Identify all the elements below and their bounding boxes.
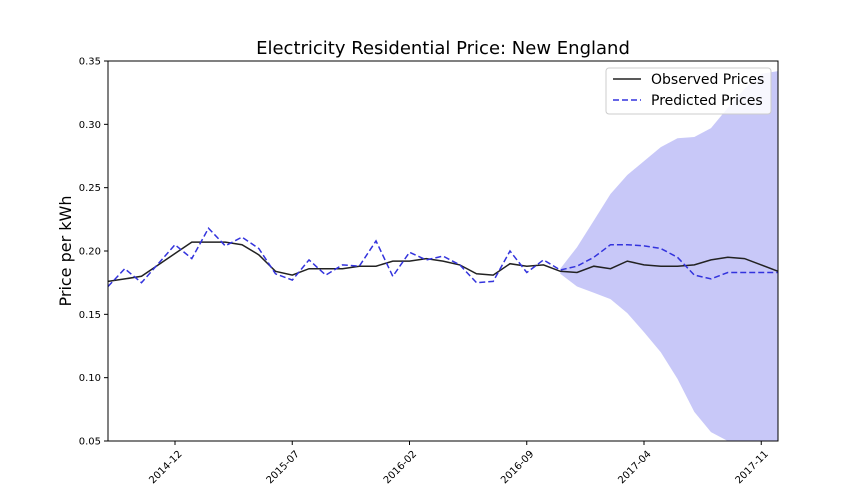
legend-label-observed: Observed Prices [651, 72, 764, 88]
y-tick-label: 0.25 [79, 183, 101, 194]
legend-box [605, 67, 772, 115]
legend: Observed Prices Predicted Prices [605, 67, 772, 115]
y-axis: 0.05 0.10 0.15 0.20 0.25 0.30 0.35 [79, 57, 108, 448]
legend-label-predicted: Predicted Prices [651, 93, 763, 109]
confidence-band [560, 71, 778, 441]
predicted-prices-line [108, 226, 778, 288]
chart-title: Electricity Residential Price: New Engla… [256, 38, 630, 59]
y-tick-label: 0.20 [79, 247, 101, 258]
confidence-band-group [560, 71, 778, 441]
y-tick-label: 0.35 [79, 57, 101, 68]
series-lines-group [108, 226, 778, 288]
y-tick-label: 0.10 [79, 373, 101, 384]
y-axis-label: Price per kWh [56, 195, 75, 306]
plot-area [107, 60, 779, 442]
observed-prices-line [108, 241, 778, 283]
y-tick-label: 0.15 [79, 310, 101, 321]
y-tick-label: 0.30 [79, 120, 101, 131]
y-tick-label: 0.05 [79, 437, 101, 448]
